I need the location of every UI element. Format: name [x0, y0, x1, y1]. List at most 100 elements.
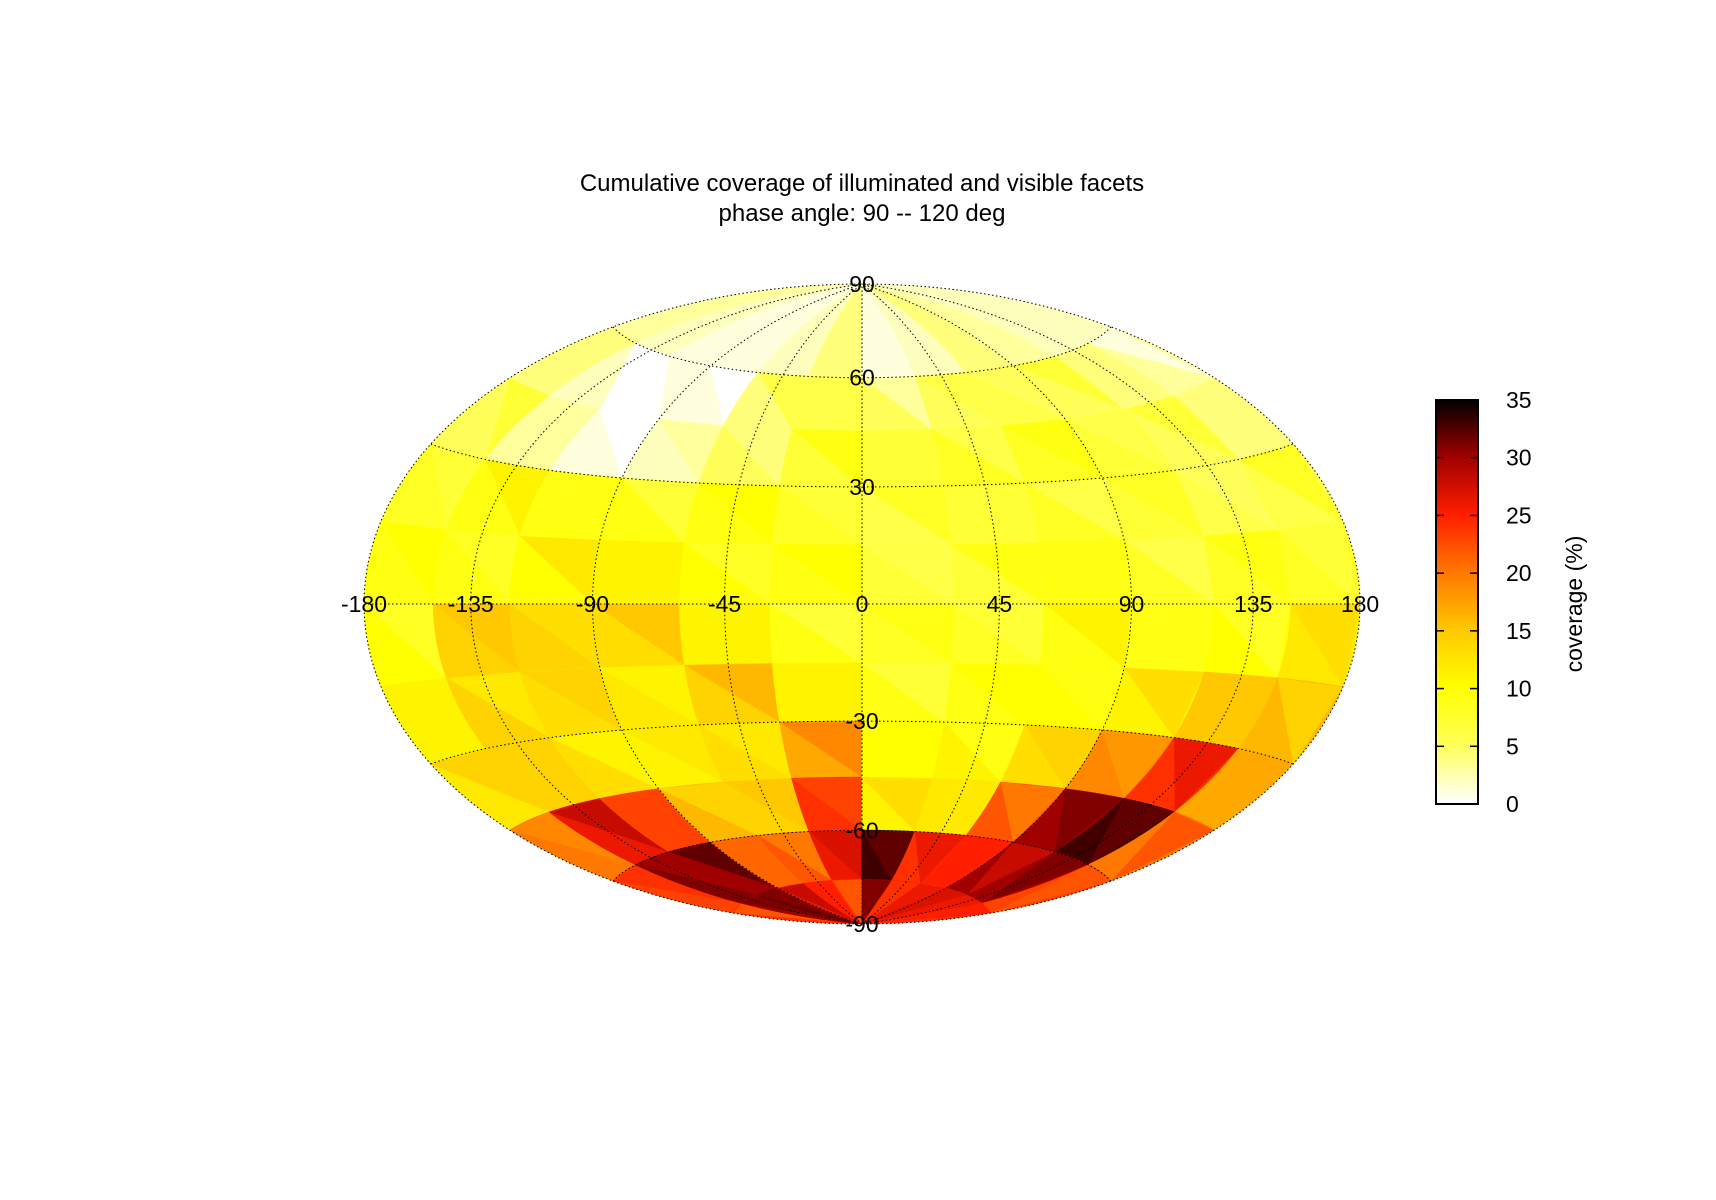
colorbar-segment: [1436, 752, 1478, 756]
map-facet: [549, 395, 600, 471]
colorbar-segment: [1436, 532, 1478, 537]
map-facet: [1277, 521, 1360, 604]
colorbar-segment: [1436, 558, 1478, 563]
colorbar-segment: [1436, 749, 1478, 753]
lon-tick-label: 0: [856, 591, 869, 617]
colorbar-segment: [1436, 789, 1478, 794]
colorbar-segment: [1436, 642, 1478, 646]
lon-tick-label: -135: [448, 591, 494, 617]
map-facet: [621, 724, 724, 783]
map-facet: [669, 842, 779, 889]
map-facet: [549, 470, 622, 541]
map-facet: [599, 540, 685, 604]
map-facet: [1238, 444, 1344, 522]
colorbar-segment: [1436, 526, 1478, 531]
colorbar-segment: [1436, 469, 1478, 473]
colorbar-segment: [1436, 489, 1478, 493]
colorbar-segment: [1436, 604, 1478, 609]
map-facet: [1039, 665, 1125, 730]
map-facet: [862, 376, 933, 430]
colorbar-segment: [1436, 417, 1478, 421]
colorbar: 0 5 10 15 20 25 30 35 coverage (%): [1435, 387, 1587, 817]
map-facet: [779, 721, 862, 778]
colorbar-segment: [1436, 792, 1478, 796]
map-facet: [1111, 812, 1215, 882]
colorbar-segment: [1436, 599, 1478, 603]
colorbar-segment: [1436, 743, 1478, 747]
map-facet: [1039, 540, 1132, 604]
colorbar-segment: [1436, 475, 1478, 479]
colorbar-segment: [1436, 590, 1478, 594]
colorbar-segment: [1436, 714, 1478, 719]
colorbar-segment: [1436, 717, 1478, 721]
colorbar-segment: [1436, 723, 1478, 727]
colorbar-segment: [1436, 616, 1478, 620]
colorbar-segment: [1436, 636, 1478, 641]
colorbar-segment: [1436, 400, 1478, 404]
lat-tick-label: 90: [849, 271, 875, 297]
colorbar-segment: [1436, 740, 1478, 744]
colorbar-tick-label: 35: [1506, 387, 1532, 413]
colorbar-segment: [1436, 451, 1478, 456]
colorbar-segment: [1436, 472, 1478, 476]
colorbar-segment: [1436, 648, 1478, 652]
map-facet: [549, 730, 659, 789]
map-facet: [710, 835, 804, 884]
map-facet: [698, 722, 792, 779]
map-facet: [862, 880, 921, 924]
colorbar-segment: [1436, 423, 1478, 427]
map-facet: [951, 542, 1045, 604]
colorbar-segment: [1436, 691, 1478, 695]
meridian-line: [861, 283, 1000, 925]
map-facet: [1290, 604, 1360, 687]
map-facet: [599, 409, 659, 478]
map-facet: [710, 365, 758, 426]
map-facet: [1131, 604, 1215, 673]
map-facet: [990, 864, 1111, 914]
colorbar-segment: [1436, 425, 1478, 430]
map-facet: [1102, 730, 1175, 799]
map-facet: [862, 604, 954, 664]
colorbar-segment: [1436, 656, 1478, 661]
map-facet: [862, 721, 945, 779]
colorbar-segment: [1436, 454, 1478, 459]
colorbar-segment: [1436, 645, 1478, 649]
map-facet: [951, 663, 1040, 725]
colorbar-segment: [1436, 728, 1478, 733]
map-facet: [1000, 419, 1103, 478]
colorbar-segment: [1436, 613, 1478, 618]
colorbar-segment: [1436, 783, 1478, 788]
lon-tick-label: -90: [576, 591, 609, 617]
map-facet: [485, 377, 550, 460]
colorbar-segment: [1436, 734, 1478, 739]
colorbar-segment: [1436, 414, 1478, 418]
colorbar-label: coverage (%): [1561, 536, 1587, 673]
map-facet: [832, 879, 862, 924]
coverage-map: [364, 284, 1360, 924]
lon-tick-label: -45: [708, 591, 741, 617]
colorbar-segment: [1436, 766, 1478, 770]
map-facet: [982, 851, 1089, 904]
colorbar-segment: [1436, 506, 1478, 511]
map-facet: [862, 429, 945, 486]
colorbar-segment: [1436, 576, 1478, 580]
colorbar-segment: [1436, 492, 1478, 496]
colorbar-segment: [1436, 584, 1478, 589]
colorbar-segment: [1436, 483, 1478, 488]
colorbar-segment: [1436, 524, 1478, 528]
colorbar-segment: [1436, 521, 1478, 525]
lat-tick-label: -30: [845, 708, 878, 734]
lat-tick-label: -90: [845, 911, 878, 937]
map-facet: [519, 535, 600, 604]
colorbar-segment: [1436, 703, 1478, 707]
colorbar-segment: [1436, 587, 1478, 592]
map-facet: [1065, 409, 1175, 471]
colorbar-segment: [1436, 547, 1478, 551]
map-facet: [1088, 326, 1215, 378]
colorbar-segment: [1436, 463, 1478, 467]
map-tick-labels: -180 -135 -90 -45 0 45 90 135 180 90 60 30 -30 -60 -90: [341, 271, 1379, 937]
colorbar-segment: [1436, 651, 1478, 655]
colorbar-segment: [1436, 630, 1478, 635]
lat-tick-label: 60: [849, 365, 875, 391]
colorbar-segment: [1436, 697, 1478, 701]
